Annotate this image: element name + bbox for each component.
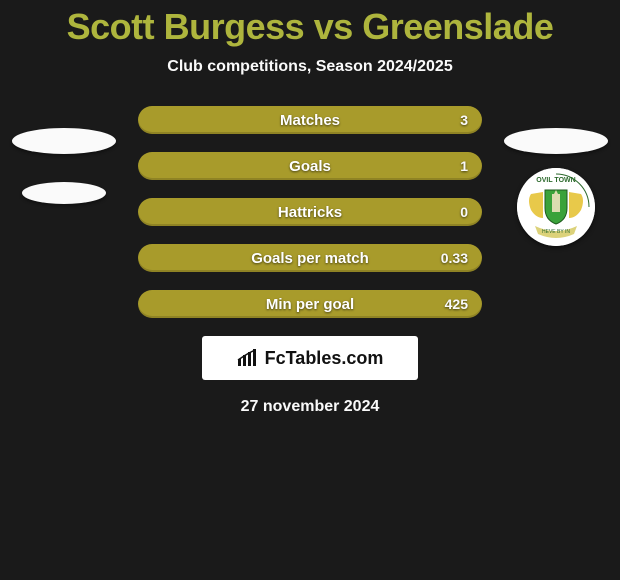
stat-label: Hattricks [278, 204, 342, 221]
stat-row: Goals per match 0.33 [0, 244, 620, 272]
stat-label: Goals [289, 158, 331, 175]
stat-label: Min per goal [266, 296, 354, 313]
stat-bar: Matches 3 [138, 106, 482, 134]
stat-bar: Min per goal 425 [138, 290, 482, 318]
subtitle: Club competitions, Season 2024/2025 [0, 58, 620, 76]
stat-row: Matches 3 [0, 106, 620, 134]
date-line: 27 november 2024 [0, 398, 620, 416]
stat-label: Goals per match [251, 250, 369, 267]
stat-row: Goals 1 [0, 152, 620, 180]
stat-bar: Hattricks 0 [138, 198, 482, 226]
bar-chart-icon [237, 349, 259, 367]
stat-bar: Goals 1 [138, 152, 482, 180]
stat-value: 1 [460, 158, 468, 174]
watermark-text: FcTables.com [265, 348, 384, 369]
watermark-badge: FcTables.com [202, 336, 418, 380]
stat-value: 3 [460, 112, 468, 128]
stat-row: Hattricks 0 [0, 198, 620, 226]
page-title: Scott Burgess vs Greenslade [0, 6, 620, 48]
stat-bar: Goals per match 0.33 [138, 244, 482, 272]
stat-value: 0 [460, 204, 468, 220]
stat-value: 0.33 [441, 250, 468, 266]
stats-area: Matches 3 Goals 1 Hattricks 0 Goals per match 0… [0, 106, 620, 318]
stat-label: Matches [280, 112, 340, 129]
stat-row: Min per goal 425 [0, 290, 620, 318]
stat-value: 425 [445, 296, 468, 312]
